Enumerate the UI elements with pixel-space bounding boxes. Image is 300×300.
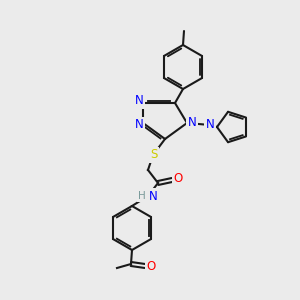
Text: N: N: [148, 190, 158, 202]
Text: N: N: [206, 118, 214, 131]
Text: O: O: [173, 172, 183, 185]
Text: O: O: [146, 260, 156, 272]
Text: N: N: [135, 118, 143, 131]
Text: S: S: [150, 148, 158, 161]
Text: H: H: [138, 191, 146, 201]
Text: N: N: [135, 94, 143, 107]
Text: N: N: [188, 116, 196, 130]
